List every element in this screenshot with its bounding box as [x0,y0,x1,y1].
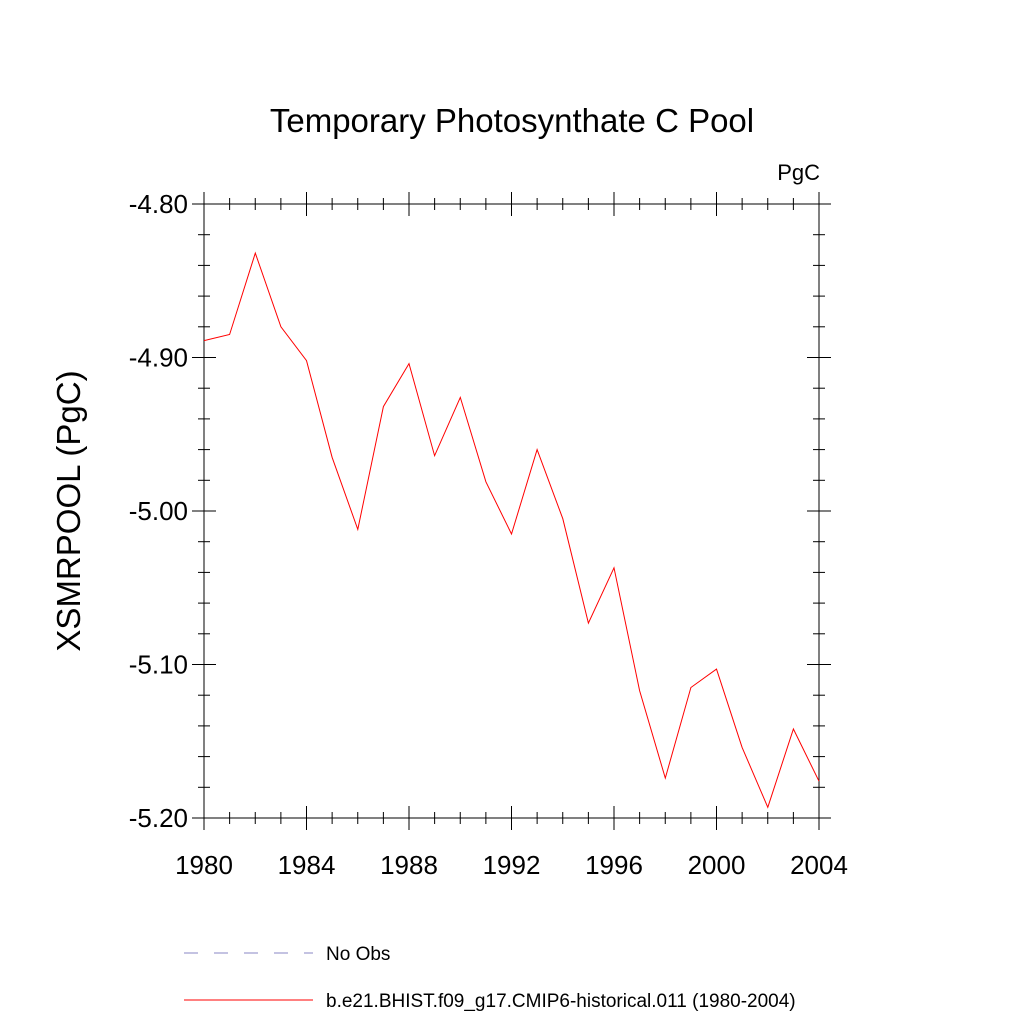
y-tick-label: -5.10 [129,650,188,680]
x-tick-label: 1984 [278,850,336,880]
y-tick-label: -5.00 [129,496,188,526]
legend-label: No Obs [326,944,390,965]
legend: No Obs b.e21.BHIST.f09_g17.CMIP6-historic… [184,944,796,1012]
x-tick-label: 1992 [483,850,541,880]
tick-labels: 1980 1984 1988 1992 1996 2000 2004 -4.80 -4.90 -5… [129,189,848,880]
legend-label: b.e21.BHIST.f09_g17.CMIP6-historical.011… [326,991,796,1012]
x-tick-label: 1980 [175,850,233,880]
x-tick-label: 1996 [585,850,643,880]
x-tick-label: 1988 [380,850,438,880]
x-tick-label: 2000 [688,850,746,880]
plot-frame [203,203,820,819]
chart-title: Temporary Photosynthate C Pool [270,102,754,139]
y-axis-label: XSMRPOOL (PgC) [50,370,87,651]
y-tick-label: -5.20 [129,803,188,833]
units-label: PgC [777,160,820,185]
y-tick-label: -4.80 [129,189,188,219]
x-tick-label: 2004 [790,850,848,880]
y-tick-label: -4.90 [129,343,188,373]
series-layer [203,251,820,809]
series-line-0 [203,251,820,809]
axis-ticks [192,192,831,830]
